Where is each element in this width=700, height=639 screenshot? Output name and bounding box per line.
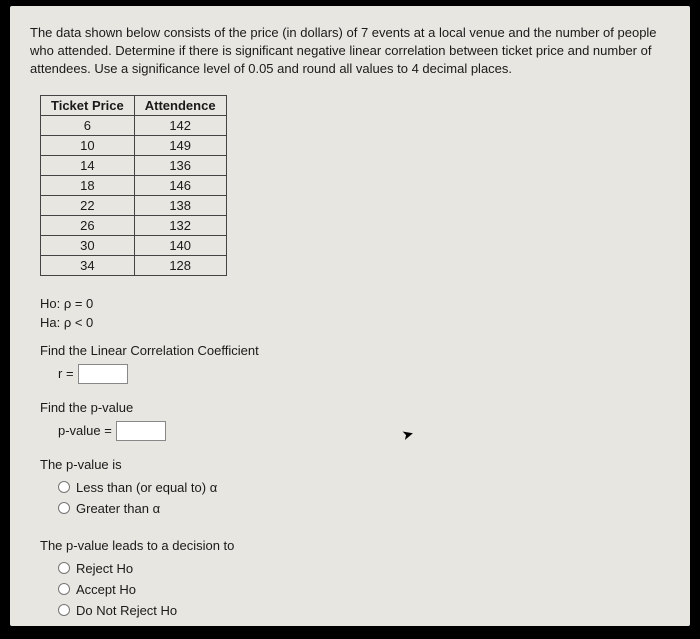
table-row: 14136 (41, 155, 227, 175)
intro-text: The data shown below consists of the pri… (30, 24, 670, 79)
q1-prompt: Find the Linear Correlation Coefficient (40, 343, 670, 358)
q4-radio-2[interactable] (58, 604, 70, 616)
cell: 146 (134, 175, 226, 195)
q4-option-2[interactable]: Do Not Reject Ho (58, 603, 670, 618)
cell: 142 (134, 115, 226, 135)
cell: 22 (41, 195, 135, 215)
q3-options: Less than (or equal to) α Greater than α (58, 480, 670, 516)
alt-hypothesis: Ha: ρ < 0 (40, 313, 670, 333)
q2-field-row: p-value = (58, 421, 670, 441)
q4-option-label-0: Reject Ho (76, 561, 133, 576)
cell: 14 (41, 155, 135, 175)
pvalue-input[interactable] (116, 421, 166, 441)
q4-radio-1[interactable] (58, 583, 70, 595)
cell: 132 (134, 215, 226, 235)
col-header-price: Ticket Price (41, 95, 135, 115)
cell: 149 (134, 135, 226, 155)
table-row: 26132 (41, 215, 227, 235)
q4-prompt: The p-value leads to a decision to (40, 538, 670, 553)
q3-option-1[interactable]: Greater than α (58, 501, 670, 516)
q2-label: p-value = (58, 423, 112, 438)
q4-option-label-1: Accept Ho (76, 582, 136, 597)
cell: 6 (41, 115, 135, 135)
q3-radio-1[interactable] (58, 502, 70, 514)
cell: 34 (41, 255, 135, 275)
cell: 128 (134, 255, 226, 275)
table-header-row: Ticket Price Attendence (41, 95, 227, 115)
q3-option-label-1: Greater than α (76, 501, 160, 516)
cell: 136 (134, 155, 226, 175)
table-row: 22138 (41, 195, 227, 215)
cell: 18 (41, 175, 135, 195)
q1-label: r = (58, 366, 74, 381)
q3-option-label-0: Less than (or equal to) α (76, 480, 217, 495)
null-hypothesis: Ho: ρ = 0 (40, 294, 670, 314)
cell: 26 (41, 215, 135, 235)
table-row: 18146 (41, 175, 227, 195)
q1-field-row: r = (58, 364, 670, 384)
q4-option-0[interactable]: Reject Ho (58, 561, 670, 576)
table-row: 34128 (41, 255, 227, 275)
table-row: 30140 (41, 235, 227, 255)
r-input[interactable] (78, 364, 128, 384)
q3-prompt: The p-value is (40, 457, 670, 472)
q3-radio-0[interactable] (58, 481, 70, 493)
data-table: Ticket Price Attendence 6142 10149 14136… (40, 95, 227, 276)
col-header-attendance: Attendence (134, 95, 226, 115)
cell: 10 (41, 135, 135, 155)
problem-page: The data shown below consists of the pri… (10, 6, 690, 626)
cell: 140 (134, 235, 226, 255)
cell: 138 (134, 195, 226, 215)
q4-option-label-2: Do Not Reject Ho (76, 603, 177, 618)
cell: 30 (41, 235, 135, 255)
q2-prompt: Find the p-value (40, 400, 670, 415)
q4-option-1[interactable]: Accept Ho (58, 582, 670, 597)
hypotheses-block: Ho: ρ = 0 Ha: ρ < 0 (40, 294, 670, 333)
q4-radio-0[interactable] (58, 562, 70, 574)
table-row: 6142 (41, 115, 227, 135)
q4-options: Reject Ho Accept Ho Do Not Reject Ho (58, 561, 670, 618)
q3-option-0[interactable]: Less than (or equal to) α (58, 480, 670, 495)
table-row: 10149 (41, 135, 227, 155)
